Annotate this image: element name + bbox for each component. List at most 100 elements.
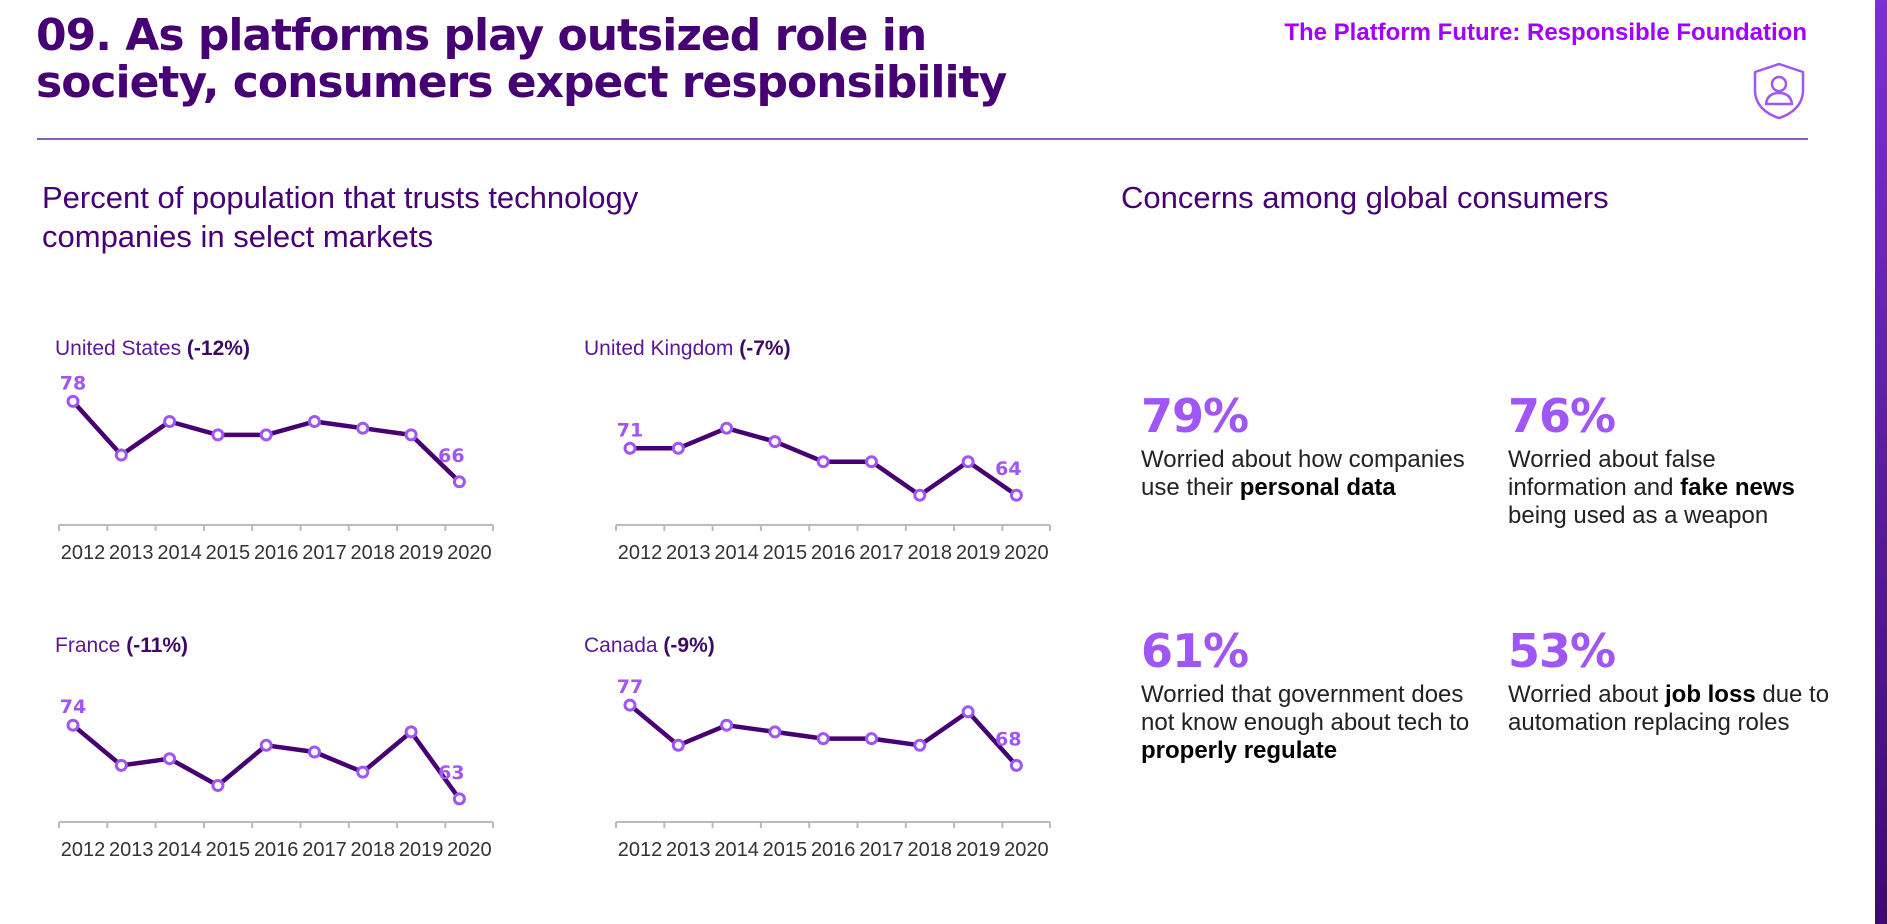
stat-value: 61% [1141,624,1249,678]
x-tick-label: 2019 [956,839,1001,861]
data-label-first: 71 [617,419,643,441]
data-point-2013 [114,448,128,462]
x-tick-label: 2019 [399,839,444,861]
data-label-first: 77 [617,676,643,698]
x-tick-label: 2020 [1004,542,1049,564]
x-tick-label: 2014 [157,542,202,564]
stat-value: 53% [1508,624,1616,678]
title-line-1: 09. As platforms play outsized role in [36,10,927,61]
title-line-2: society, consumers expect responsibility [36,57,1007,108]
data-point-2014 [720,718,734,732]
chart-label-canada: Canada (-9%) [584,634,715,658]
x-tick-label: 2017 [302,839,347,861]
chart-change: (-9%) [663,634,715,657]
data-label-first: 74 [60,696,86,718]
x-tick-label: 2014 [714,542,759,564]
x-tick-label: 2017 [859,839,904,861]
data-label-first: 78 [60,372,86,394]
chart-change: (-7%) [739,337,791,360]
chart-country: Canada [584,634,658,657]
stat-fake-news: 76% Worried about false information and … [1508,390,1838,530]
data-point-2018 [356,421,370,435]
chart-label-france: France (-11%) [55,634,188,658]
stat-regulation: 61% Worried that government does not kno… [1141,625,1471,765]
stat-text: Worried that government does not know en… [1141,681,1470,764]
x-tick-label: 2019 [956,542,1001,564]
x-tick-label: 2013 [109,839,154,861]
data-point-2020 [452,792,466,806]
data-point-2013 [671,441,685,455]
x-tick-label: 2019 [399,542,444,564]
data-label-last: 68 [995,728,1021,750]
data-point-2017 [865,732,878,746]
x-tick-label: 2017 [302,542,347,564]
x-tick-label: 2017 [859,542,904,564]
section-label: The Platform Future: Responsible Foundat… [1284,19,1807,46]
data-point-2012 [623,698,637,712]
x-tick-label: 2015 [206,542,251,564]
data-point-2012 [623,441,637,455]
data-point-2017 [308,745,321,759]
chart-change: (-11%) [126,634,189,657]
x-tick-label: 2013 [666,542,711,564]
x-tick-label: 2016 [254,839,299,861]
data-label-last: 64 [995,458,1021,480]
header-divider [37,138,1808,140]
stat-text: Worried about false information and fake… [1508,446,1795,529]
page-title: 09. As platforms play outsized role in s… [36,12,1136,106]
x-tick-label: 2020 [1004,839,1049,861]
x-tick-label: 2015 [206,839,251,861]
x-tick-label: 2018 [908,839,953,861]
x-tick-label: 2012 [618,839,663,861]
uk-trust-chart: 2012 2013 2014 2015 2016 2017 2018 2019 2020 71 64 [615,419,1051,564]
stat-text: Worried about job loss due to automation… [1508,681,1830,736]
data-point-2012 [66,718,80,732]
trust-heading-line-1: Percent of population that trusts techno… [42,180,639,215]
x-tick-label: 2015 [763,839,808,861]
x-tick-label: 2018 [908,542,953,564]
stat-job-loss: 53% Worried about job loss due to automa… [1508,625,1838,737]
data-point-2020 [1009,758,1023,772]
data-point-2015 [211,779,225,792]
chart-change: (-12%) [186,337,250,360]
data-label-last: 63 [438,762,464,784]
data-point-2016 [816,732,830,746]
data-point-2019 [404,428,418,442]
x-tick-label: 2020 [447,839,492,861]
data-point-2013 [671,738,685,752]
x-tick-label: 2013 [109,542,154,564]
data-point-2016 [259,738,273,752]
x-tick-label: 2012 [618,542,663,564]
x-tick-label: 2020 [447,542,492,564]
concerns-heading: Concerns among global consumers [1121,180,1609,215]
data-point-2020 [452,475,466,489]
data-point-2018 [356,765,370,779]
chart-label-uk: United Kingdom (-7%) [584,337,791,361]
series-line [71,723,462,801]
chart-label-us: United States (-12%) [55,337,250,361]
x-tick-label: 2016 [254,542,299,564]
right-accent-bar [1875,0,1887,924]
data-point-2014 [163,415,177,428]
data-point-2016 [259,428,273,442]
data-point-2019 [961,705,975,719]
x-tick-label: 2015 [763,542,808,564]
stat-text: Worried about how companies use their pe… [1141,446,1465,501]
data-point-2017 [865,455,878,469]
x-tick-label: 2014 [714,839,759,861]
france-trust-chart: 2012 2013 2014 2015 2016 2017 2018 2019 2020 74 63 [58,696,494,861]
series-line [71,399,461,484]
data-point-2020 [1009,488,1023,502]
stat-personal-data: 79% Worried about how companies use thei… [1141,390,1471,502]
data-point-2017 [308,415,321,428]
data-point-2015 [211,428,225,442]
x-tick-label: 2018 [351,839,396,861]
chart-country: United Kingdom [584,337,734,360]
trust-heading: Percent of population that trusts techno… [42,178,638,256]
us-trust-chart: 2012 2013 2014 2015 2016 2017 2018 2019 2020 78 66 [58,372,494,564]
data-point-2015 [768,435,782,449]
x-tick-label: 2012 [61,542,106,564]
data-point-2014 [720,421,734,435]
stat-value: 76% [1508,389,1616,443]
data-point-2016 [816,455,830,469]
